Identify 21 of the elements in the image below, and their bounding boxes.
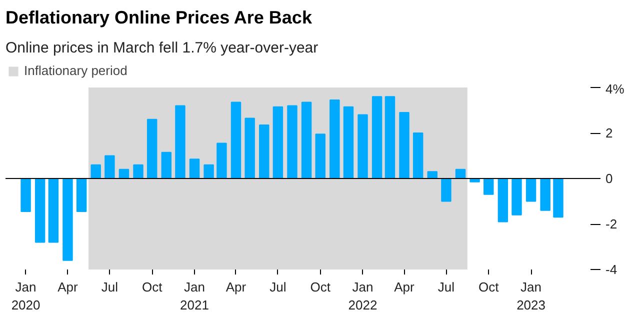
chart-subtitle: Online prices in March fell 1.7% year-over-year	[6, 40, 318, 56]
x-tick-label: Apr	[394, 280, 416, 294]
x-tick-label: Jul	[101, 280, 118, 294]
y-tick-label: 2	[606, 126, 613, 140]
x-tick-label: Oct	[142, 280, 163, 294]
x-tick-label: Apr	[226, 280, 247, 294]
x-tick-label: Jul	[438, 280, 455, 294]
y-tick-label: -2	[606, 216, 618, 232]
y-tick-label: -4	[606, 262, 618, 277]
x-tick-label: Jan 2023	[516, 280, 546, 312]
legend-label: Inflationary period	[24, 63, 128, 78]
x-tick-label: Jul	[270, 280, 286, 294]
x-tick-label: Oct	[478, 280, 500, 294]
x-tick-label: Apr	[58, 280, 79, 294]
chart-title: Deflationary Online Prices Are Back	[6, 8, 313, 28]
x-tick-label: Jan 2020	[11, 280, 40, 312]
x-tick-label: Oct	[310, 280, 331, 294]
y-tick-label: 4%	[606, 82, 625, 96]
x-tick-label: Jan 2022	[348, 280, 378, 312]
x-tick-label: Jan 2021	[180, 280, 209, 312]
y-tick-label: 0	[606, 171, 613, 186]
